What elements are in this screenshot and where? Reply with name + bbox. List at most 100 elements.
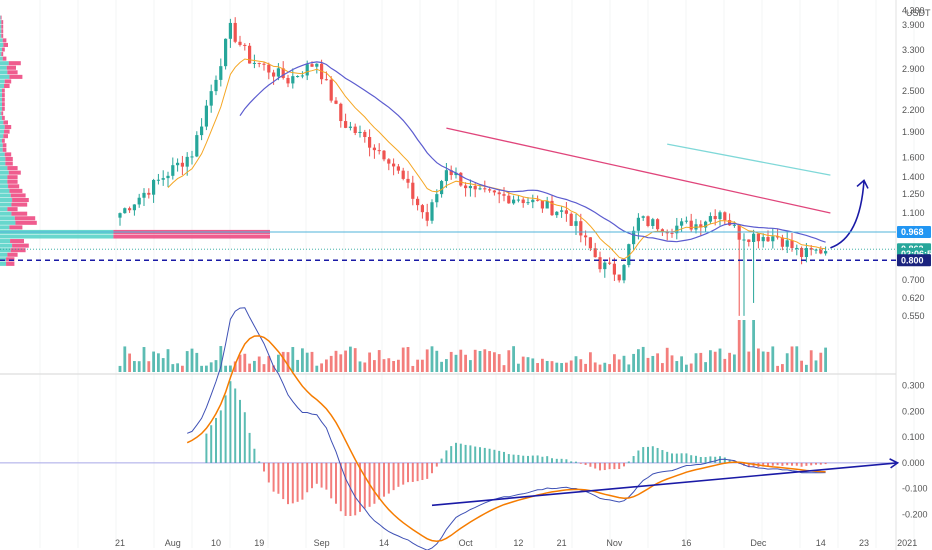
- macd-tick-label: 0.000: [902, 458, 925, 468]
- volume-profile-bar-up: [0, 152, 5, 157]
- volume-profile-bar-up: [0, 42, 4, 47]
- volume-bar: [401, 347, 405, 372]
- ma-mid-line: [239, 61, 826, 243]
- candle-body: [708, 216, 712, 222]
- volume-bar: [214, 360, 218, 372]
- volume-profile-bar-up: [0, 83, 5, 89]
- candle-body: [502, 194, 506, 196]
- volume-bar: [171, 364, 175, 372]
- volume-bar: [205, 365, 208, 372]
- candle-body: [584, 235, 588, 238]
- candle-body: [416, 198, 420, 206]
- macd-histogram-bar: [618, 462, 621, 469]
- candle-body: [195, 135, 199, 157]
- macd-histogram-bar: [527, 455, 529, 463]
- macd-histogram-bar: [743, 462, 745, 466]
- candle-body: [574, 221, 578, 226]
- candle-body: [593, 248, 597, 258]
- macd-tick-label: 0.100: [902, 432, 925, 442]
- candle-body: [790, 240, 794, 249]
- volume-bar: [761, 351, 765, 372]
- candle-body: [526, 202, 530, 204]
- volume-bar: [637, 349, 640, 372]
- volume-bar: [329, 355, 333, 372]
- volume-bar: [531, 358, 535, 372]
- macd-histogram-bar: [589, 462, 592, 467]
- volume-bar: [704, 362, 707, 372]
- volume-bar: [685, 364, 688, 372]
- volume-bar: [713, 351, 717, 372]
- volume-bar: [627, 364, 631, 372]
- volume-bar: [190, 348, 194, 372]
- candle-body: [766, 237, 770, 242]
- candle-body: [704, 221, 708, 228]
- volume-profile-bar-down: [2, 47, 5, 52]
- candle-body: [344, 121, 348, 128]
- volume-profile-bar-down: [8, 184, 20, 189]
- time-tick-label: Oct: [459, 538, 474, 548]
- macd-histogram-bar: [671, 453, 673, 463]
- time-tick-label: Dec: [750, 538, 767, 548]
- macd-histogram-bar: [512, 454, 515, 463]
- volume-bar: [469, 360, 472, 372]
- volume-profile-bar-down: [2, 138, 5, 143]
- volume-profile-bar-down: [7, 175, 18, 180]
- volume-bar: [622, 355, 626, 372]
- volume-bar: [569, 360, 573, 372]
- volume-profile-bar-up: [0, 211, 12, 216]
- macd-histogram-bar: [421, 462, 424, 481]
- macd-histogram-bar: [584, 462, 587, 465]
- macd-histogram-bar: [560, 458, 563, 463]
- volume-profile-bar-up: [0, 225, 10, 230]
- time-tick-label: Sep: [314, 538, 330, 548]
- price-tick-label: 2.500: [902, 86, 925, 96]
- volume-profile-bar-down: [10, 193, 26, 198]
- macd-histogram-bar: [493, 449, 496, 463]
- macd-histogram-bar: [771, 462, 774, 466]
- volume-bar: [301, 348, 304, 372]
- volume-bar: [320, 363, 323, 372]
- volume-bar: [656, 353, 659, 372]
- volume-bar: [315, 365, 319, 372]
- macd-histogram-bar: [224, 395, 227, 463]
- candle-body: [128, 208, 132, 211]
- macd-histogram-bar: [767, 462, 769, 467]
- volume-bar: [680, 356, 683, 372]
- candle-body: [516, 199, 520, 201]
- volume-bar: [603, 362, 607, 372]
- macd-arrow-head: [889, 458, 900, 469]
- macd-histogram-bar: [330, 462, 333, 499]
- volume-profile-bar-down: [2, 88, 5, 93]
- volume-bar: [814, 360, 818, 372]
- macd-panel: [0, 307, 900, 550]
- volume-profile-bar-down: [3, 134, 9, 139]
- candle-body: [684, 220, 688, 222]
- macd-tick-label: 0.200: [902, 406, 925, 416]
- volume-bar: [310, 351, 314, 372]
- price-tick-label: 0.620: [902, 293, 925, 303]
- candle-body: [156, 179, 160, 181]
- volume-bar: [550, 361, 554, 372]
- candle-body: [348, 126, 352, 128]
- volume-profile-bar-up: [0, 120, 4, 125]
- volume-profile-bar-up: [0, 248, 11, 253]
- time-tick-label: 21: [115, 538, 125, 548]
- macd-histogram-bar: [637, 450, 640, 463]
- candle-body: [723, 212, 727, 221]
- volume-bar: [209, 362, 213, 372]
- volume-bar: [248, 363, 251, 372]
- macd-histogram-bar: [747, 462, 750, 468]
- volume-profile-bar-down: [2, 147, 7, 152]
- volume-bar: [349, 346, 352, 372]
- macd-histogram-bar: [464, 444, 467, 463]
- macd-histogram-bar: [440, 458, 443, 463]
- volume-bar: [651, 355, 655, 372]
- volume-bar: [593, 362, 597, 372]
- volume-bar: [545, 360, 549, 372]
- candle-body: [612, 263, 616, 275]
- volume-bar: [646, 357, 650, 372]
- volume-profile-bar-down: [11, 211, 28, 216]
- macd-line: [187, 307, 826, 550]
- candle-body: [444, 170, 448, 182]
